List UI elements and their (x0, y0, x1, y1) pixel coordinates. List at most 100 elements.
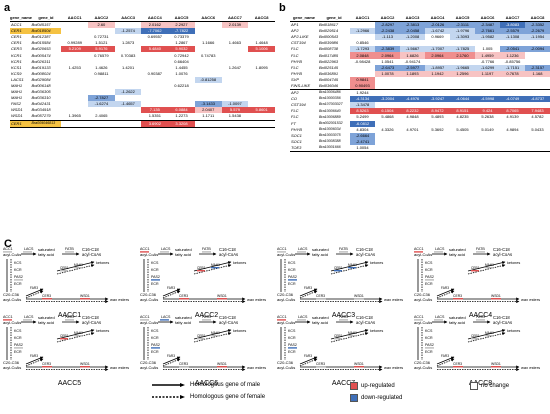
gene-id: Bra10006034 (319, 126, 341, 131)
gene-id: Bol000543 (319, 34, 339, 40)
gene-name: AP2 (290, 89, 318, 97)
far3-label: FAR3 (441, 286, 449, 290)
expression-cell: 8.9472 (425, 108, 450, 115)
table-row: WSD1 Bol034918 7.135 6.0884 2.0407 5.579 5.860… (10, 107, 275, 114)
expression-cell: 5.8601 (248, 107, 275, 114)
expression-cell: -2.8297 (375, 21, 400, 29)
expression-cell: -1.1954 (525, 34, 550, 41)
c16-acyl-label: acyl-CoAs (493, 252, 512, 257)
expression-cell: -6.0812 (350, 120, 375, 127)
column-header: AACC8 (525, 15, 550, 22)
column-header: gene_name (10, 15, 33, 22)
table-row: AP2-LIKE Bol000543 -1.113 -1.2008 0.9669 -1.3… (290, 34, 550, 41)
pathway-arrow (56, 332, 95, 343)
expression-cell: 8.5263 (350, 108, 375, 115)
expression-cell (525, 83, 550, 90)
expression-cell (221, 119, 249, 128)
pas2-label: PAS2 (14, 343, 23, 347)
cer1-label: CER1 (197, 334, 206, 338)
table-row: KCS9 Bol008024 0.98811 0.90387 1.0076 (10, 71, 275, 77)
expression-cell: -1.6274 (88, 101, 115, 108)
pathway-arrow (162, 358, 181, 367)
expression-cell (425, 89, 450, 97)
pas2-status-bar (288, 279, 297, 281)
far3-label: FAR3 (304, 286, 312, 290)
mah1-label: MAH1 (348, 263, 357, 267)
lacs-label: LACS (161, 315, 171, 319)
pathway-diagram: ACC1 acyl-CoAs LACS saturated fatty acid FATB… (2, 312, 137, 387)
cer3-label: CER3 (316, 294, 325, 298)
gene-id: Bol036891 (319, 70, 339, 76)
wax-esters-label: wax esters (247, 365, 266, 370)
table-row: KCR1 Bol026311 0.66404 (10, 59, 275, 65)
expression-cell (450, 144, 475, 152)
lacs-label: LACS (161, 247, 171, 251)
cer1-label: CER1 (60, 334, 69, 338)
expression-cell: -2.5579 (500, 28, 525, 35)
ecr-label: ECR (288, 350, 296, 354)
gene-id: Bol025145 (319, 64, 339, 70)
expression-cell (425, 144, 450, 152)
ketones-label: ketones (96, 329, 109, 333)
expression-cell: 1.0078 (375, 70, 400, 77)
gene-name: ACC1 (11, 22, 22, 28)
sample-title: AACC7 (331, 380, 356, 387)
wsd1-label: WSD1 (354, 294, 364, 298)
fatty-acid-label: fatty acid (449, 320, 465, 325)
expression-cell: 1.6826 (400, 52, 425, 59)
cer3-label: CER3 (453, 294, 462, 298)
gene-name: WSD1 (11, 113, 23, 119)
legend-none: no change (470, 382, 509, 390)
acc1-status-bar (414, 319, 423, 321)
gene-id: Bol036046 (319, 82, 339, 88)
pathway-arrow (330, 261, 369, 272)
expression-cell: 1.5438 (228, 113, 242, 119)
cer3-status-bar (453, 366, 463, 368)
expression-cell: -3.1433 (194, 101, 222, 108)
table-row: CST194 Bra107003027 -1.3478 (290, 102, 550, 109)
lacs-label: LACS (24, 315, 34, 319)
expression-cell: 2.4065 (95, 113, 108, 119)
pathway-diagram: ACC1 acyl-CoAs LACS saturated fatty acid FATB… (139, 244, 274, 319)
expression-cell: 1.1236 (500, 52, 525, 59)
expression-cell: 5.2499 (356, 114, 369, 120)
table-row: FLC Bra10006640 8.5263 6.1504 8.2232 8.9472 8.… (290, 108, 550, 115)
table-row: PHYB Bra10006034 4.8304 4.3326 4.9701 5.3692 5… (290, 127, 550, 133)
legend-male: Homologous gene of male (150, 382, 260, 388)
acyl-coa-label: acyl-CoAs (414, 252, 432, 257)
fatb-status-bar (339, 251, 348, 253)
expression-cell: 1.005 (482, 46, 493, 52)
kcs-label: KCS (288, 329, 296, 333)
column-header: AACC1 (61, 15, 89, 22)
expression-cell: -1.5667 (400, 46, 425, 53)
column-header: AACC6 (194, 15, 222, 22)
kcr-label: KCR (151, 336, 159, 340)
gene-id: Bol029084 (31, 76, 51, 82)
gene-name: CST194 (291, 102, 306, 108)
table-row: FLC Bol017485 2.0848 2.0964 1.6826 2.0964 2.17… (290, 52, 550, 59)
lacs-status-bar (297, 319, 306, 321)
wax-esters-label: wax esters (384, 297, 403, 302)
table-row: PHYB Bol036891 1.0078 1.1893 1.1942 1.2596 1.1… (290, 70, 550, 77)
cer3-status-bar (42, 298, 52, 300)
expression-cell: -2.0126 (425, 21, 450, 29)
gene-name: PAS2 (11, 101, 21, 107)
c16-label: C16-C18 (82, 247, 99, 252)
pathway-arrow (162, 356, 181, 365)
gene-id: Bol039986 (319, 40, 339, 46)
pathway-arrow (436, 290, 455, 299)
expression-cell: 1.2596 (450, 70, 475, 77)
gene-id: Bra10006486 (318, 89, 350, 97)
far3-label: FAR3 (30, 286, 38, 290)
expression-cell (475, 144, 500, 152)
column-header: AACC7 (221, 15, 249, 22)
pathway-arrow (193, 264, 232, 275)
gene-name: FT (291, 120, 296, 126)
table-row: CER1 Bol018504 -1.2574 -7.7062 -7.7822 (10, 28, 275, 35)
c16-label: C16-C18 (493, 247, 510, 252)
column-header: AACC5 (168, 15, 195, 22)
expression-cell: -3.9247 (425, 96, 450, 103)
kcr-label: KCR (288, 268, 296, 272)
gene-name: SOC1 (291, 138, 302, 144)
c16-label: C16-C18 (82, 315, 99, 320)
